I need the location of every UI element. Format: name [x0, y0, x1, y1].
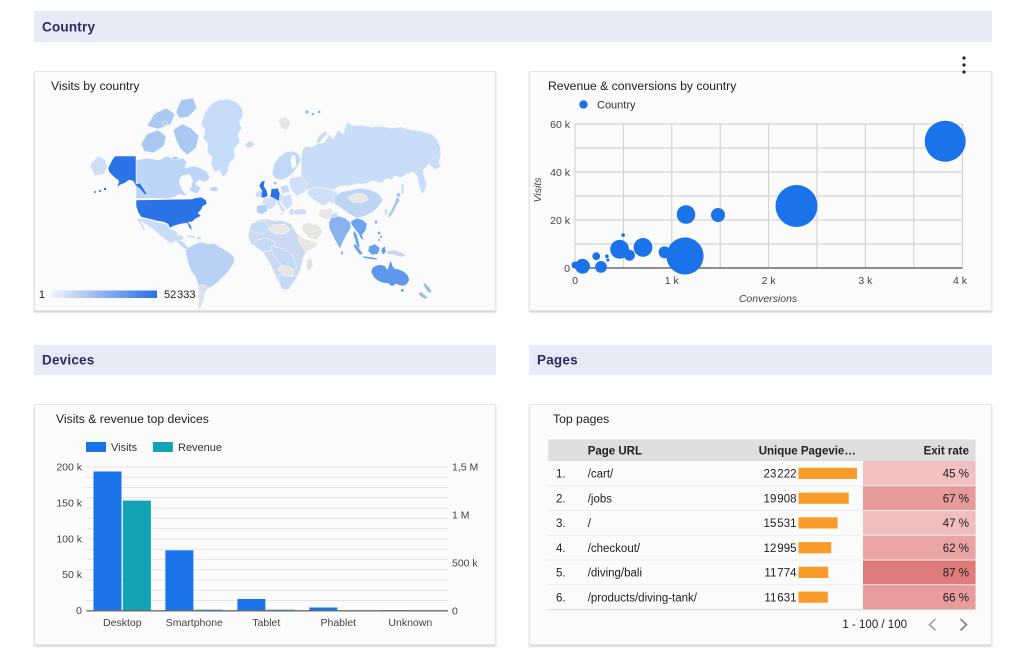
- svg-text:1 M: 1 M: [452, 509, 470, 521]
- svg-text:60 k: 60 k: [550, 119, 571, 131]
- svg-text:Revenue: Revenue: [178, 442, 222, 454]
- svg-text:3.: 3.: [556, 518, 566, 530]
- svg-text:Desktop: Desktop: [103, 617, 142, 629]
- svg-text:11 774: 11 774: [764, 568, 797, 580]
- svg-text:Visits: Visits: [532, 177, 544, 203]
- svg-text:/checkout/: /checkout/: [588, 543, 641, 555]
- svg-text:0: 0: [572, 275, 578, 287]
- svg-text:/jobs: /jobs: [588, 493, 613, 505]
- svg-text:Exit rate: Exit rate: [924, 446, 969, 458]
- svg-text:0: 0: [564, 263, 570, 275]
- svg-text:47 %: 47 %: [943, 518, 969, 530]
- svg-text:Country: Country: [597, 100, 636, 112]
- svg-text:Page URL: Page URL: [588, 446, 642, 458]
- svg-text:Conversions: Conversions: [739, 293, 798, 305]
- svg-text:/products/diving-tank/: /products/diving-tank/: [588, 592, 698, 604]
- svg-text:4.: 4.: [556, 543, 566, 555]
- svg-text:12 995: 12 995: [764, 543, 797, 555]
- svg-text:52 333: 52 333: [164, 289, 196, 301]
- svg-text:150 k: 150 k: [56, 497, 82, 509]
- svg-text:500 k: 500 k: [452, 557, 478, 569]
- svg-text:Visits: Visits: [111, 442, 138, 454]
- svg-text:/diving/bali: /diving/bali: [588, 568, 642, 580]
- svg-text:Phablet: Phablet: [320, 617, 356, 629]
- svg-text:2 k: 2 k: [762, 275, 777, 287]
- svg-text:3 k: 3 k: [858, 275, 873, 287]
- svg-text:62 %: 62 %: [943, 543, 969, 555]
- svg-text:5.: 5.: [556, 568, 566, 580]
- svg-text:20 k: 20 k: [550, 215, 571, 227]
- svg-text:87 %: 87 %: [943, 568, 969, 580]
- svg-text:/: /: [588, 518, 592, 530]
- svg-text:15 531: 15 531: [764, 518, 797, 530]
- svg-text:40 k: 40 k: [550, 167, 571, 179]
- svg-text:1 k: 1 k: [665, 275, 680, 287]
- svg-text:45 %: 45 %: [943, 469, 969, 481]
- svg-text:23 222: 23 222: [764, 469, 797, 481]
- svg-text:Tablet: Tablet: [252, 617, 280, 629]
- svg-text:66 %: 66 %: [943, 592, 969, 604]
- svg-text:6.: 6.: [556, 592, 566, 604]
- svg-text:0: 0: [76, 605, 82, 617]
- svg-text:200 k: 200 k: [56, 462, 82, 474]
- svg-text:4 k: 4 k: [953, 275, 968, 287]
- svg-text:2.: 2.: [556, 493, 566, 505]
- svg-text:1: 1: [39, 289, 45, 301]
- svg-text:Unique Pagevie…: Unique Pagevie…: [759, 446, 856, 458]
- svg-text:100 k: 100 k: [56, 533, 82, 545]
- svg-text:67 %: 67 %: [943, 493, 969, 505]
- svg-text:1 - 100 / 100: 1 - 100 / 100: [842, 619, 907, 631]
- svg-text:Unknown: Unknown: [388, 617, 432, 629]
- svg-text:50 k: 50 k: [62, 569, 83, 581]
- svg-text:11 631: 11 631: [764, 592, 796, 604]
- svg-text:/cart/: /cart/: [588, 469, 614, 481]
- svg-text:1.: 1.: [556, 469, 566, 481]
- svg-text:0: 0: [452, 605, 458, 617]
- svg-text:1,5 M: 1,5 M: [452, 462, 478, 474]
- svg-text:Smartphone: Smartphone: [166, 617, 223, 629]
- svg-text:19 908: 19 908: [764, 493, 797, 505]
